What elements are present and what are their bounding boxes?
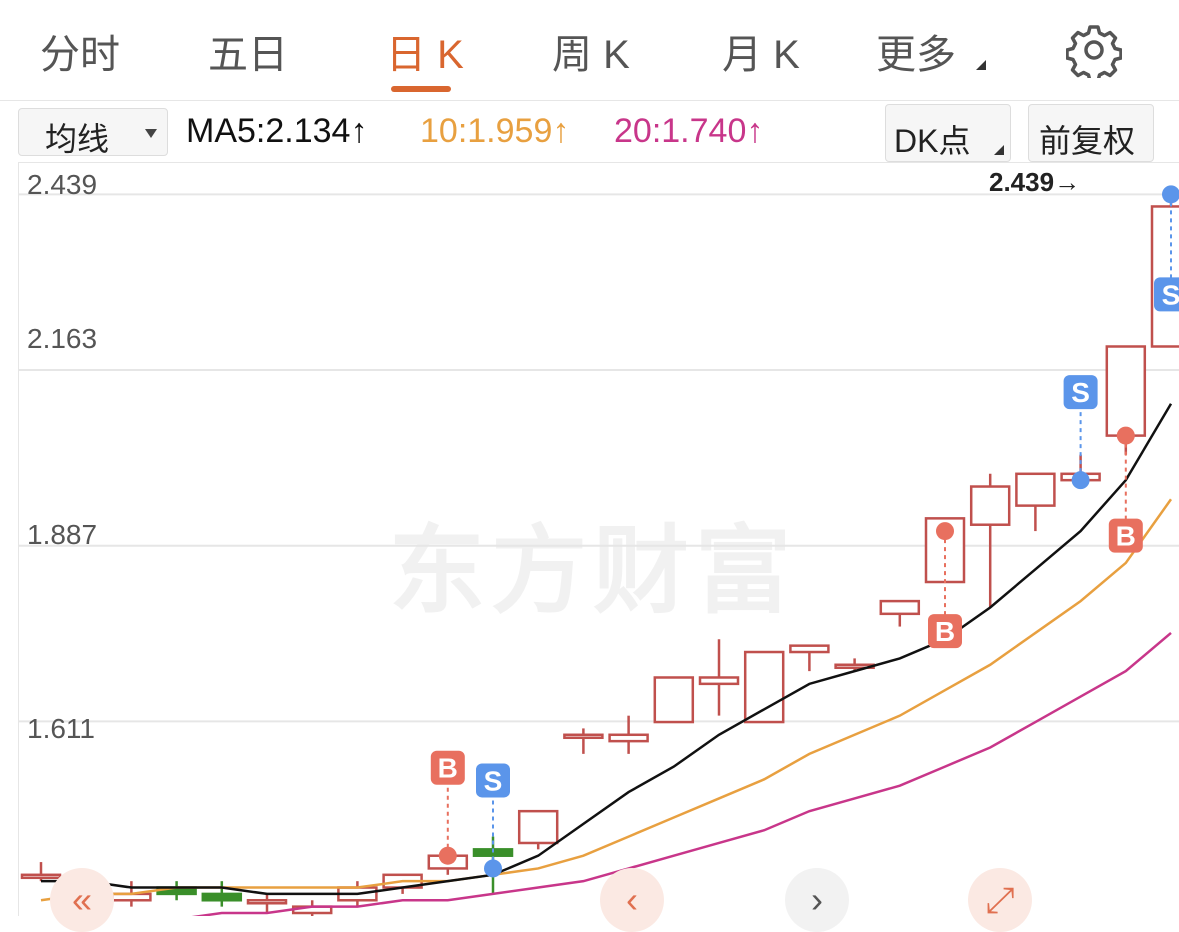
buy-signal-badge: [1108, 518, 1143, 553]
signal-dot: [1162, 185, 1179, 204]
y-tick-label: 1.887: [27, 519, 98, 550]
dk-point-button[interactable]: DK点: [885, 104, 1011, 162]
tab-intraday[interactable]: 分时: [40, 33, 120, 77]
more-dropdown-icon: [976, 60, 986, 70]
buy-signal-badge: [928, 614, 962, 649]
candle-body: [563, 733, 604, 740]
tab-weekly-k[interactable]: 周 K: [552, 33, 630, 77]
prev-button[interactable]: ‹: [600, 868, 664, 932]
period-tabs: 分时 五日 日 K 周 K 月 K 更多: [0, 0, 1179, 101]
signal-label: S: [484, 765, 503, 796]
dk-point-label: DK点: [894, 123, 971, 159]
sell-signal-badge: [1154, 277, 1179, 312]
signal-dot: [438, 846, 457, 865]
up-arrow-icon: ↑: [350, 112, 368, 150]
tab-daily-k[interactable]: 日 K: [386, 33, 464, 77]
ma10-readout: 10:1.959↑: [420, 112, 570, 150]
candle-body: [1150, 205, 1179, 348]
signal-label: B: [438, 753, 458, 784]
candle-body: [789, 644, 830, 654]
candle-body: [517, 809, 559, 845]
candle-body: [246, 899, 288, 905]
adjust-button[interactable]: 前复权: [1028, 104, 1154, 162]
up-arrow-icon: ↑: [746, 112, 764, 150]
candle-body: [1015, 472, 1056, 507]
expand-button[interactable]: ⤢: [968, 868, 1032, 932]
signal-dot: [484, 859, 502, 878]
ma10-line: [40, 498, 1173, 902]
sell-signal-badge: [1063, 375, 1098, 410]
ma20-line: [191, 631, 1172, 916]
signal-dot: [1071, 471, 1090, 490]
dk-dropdown-icon: [994, 145, 1004, 155]
indicator-select[interactable]: 均线: [18, 108, 168, 157]
ma5-line: [41, 403, 1173, 896]
candle-body: [1105, 345, 1147, 437]
watermark: 东方财富: [389, 515, 797, 627]
y-tick-label: 1.611: [27, 713, 95, 744]
y-tick-label: 2.439: [27, 169, 98, 200]
candle-body: [698, 676, 740, 686]
gear-icon[interactable]: [1066, 22, 1122, 78]
ma20-readout: 20:1.740↑: [614, 112, 764, 150]
candle-body: [20, 873, 62, 880]
buy-signal-badge: [430, 750, 465, 785]
first-button[interactable]: «: [50, 868, 114, 932]
active-tab-indicator: [391, 86, 451, 92]
indicator-toolbar: 均线 DK点 前复权: [0, 100, 1179, 162]
signal-dot: [936, 522, 954, 541]
candle-body: [608, 733, 649, 743]
signal-label: B: [1116, 521, 1136, 552]
signal-dot: [1116, 426, 1135, 445]
tab-more[interactable]: 更多: [876, 33, 956, 77]
tab-five-day[interactable]: 五日: [208, 33, 288, 77]
high-price-label: 2.439→: [989, 167, 1081, 197]
candle-body: [743, 650, 785, 724]
ma5-readout: MA5:2.134↑: [186, 112, 368, 150]
candle-body: [879, 599, 921, 616]
candle-body: [653, 676, 695, 724]
caret-down-icon: [145, 129, 157, 138]
y-tick-label: 2.163: [27, 323, 98, 354]
up-arrow-icon: ↑: [552, 112, 570, 150]
signal-label: S: [1162, 279, 1179, 310]
next-button[interactable]: ›: [785, 868, 849, 932]
signal-label: S: [1071, 377, 1090, 408]
signal-label: B: [935, 616, 955, 647]
sell-signal-badge: [476, 763, 510, 798]
tab-monthly-k[interactable]: 月 K: [722, 33, 800, 77]
indicator-select-label: 均线: [45, 121, 110, 157]
candle-body: [969, 485, 1011, 526]
adjust-label: 前复权: [1039, 123, 1136, 159]
candle-body: [201, 892, 243, 902]
